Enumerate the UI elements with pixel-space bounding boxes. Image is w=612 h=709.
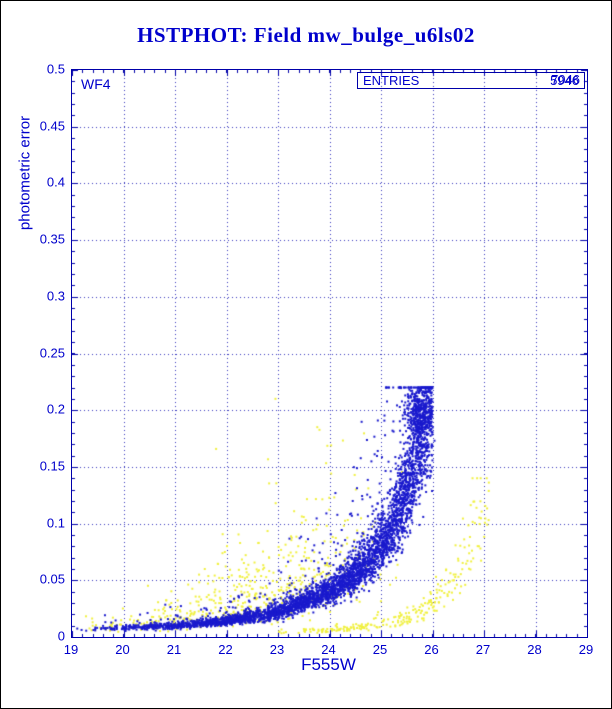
y-tick-label: 0.4 (46, 174, 65, 190)
x-tick-label: 23 (269, 642, 285, 657)
x-tick-label: 29 (578, 642, 594, 657)
scatter-canvas (72, 70, 587, 637)
entries-label: ENTRIES (363, 73, 420, 88)
y-tick-label: 0.1 (46, 515, 65, 531)
x-tick-label: 27 (475, 642, 491, 657)
x-tick-label: 20 (115, 642, 130, 657)
x-tick-label: 22 (218, 642, 233, 657)
x-tick-label: 24 (321, 642, 336, 657)
y-tick-label: 0.45 (39, 118, 65, 134)
x-tick-label: 26 (424, 642, 439, 657)
entries-box: ENTRIES 5946 7046 (357, 72, 585, 89)
x-tick-label: 28 (527, 642, 542, 657)
entries-value-overlap: 7046 (551, 72, 580, 87)
y-tick-label: 0 (57, 628, 65, 644)
x-tick-label: 19 (63, 642, 79, 657)
y-tick-label: 0.25 (39, 345, 65, 360)
y-tick-label: 0.3 (46, 288, 65, 304)
chart-title: HSTPHOT: Field mw_bulge_u6ls02 (137, 23, 475, 47)
plot-area: WF4 ENTRIES 5946 7046 (71, 69, 588, 638)
y-tick-label: 0.35 (39, 231, 65, 247)
y-tick-label: 0.05 (39, 571, 65, 587)
y-tick-label: 0.5 (46, 61, 65, 77)
x-tick-label: 25 (372, 642, 388, 657)
x-tick-label: 21 (166, 642, 182, 657)
y-tick-label: 0.15 (39, 458, 65, 474)
x-axis-title: F555W (301, 655, 356, 674)
y-tick-label: 0.2 (46, 401, 65, 417)
entries-value: 5946 (550, 73, 579, 88)
detector-label: WF4 (81, 76, 111, 92)
